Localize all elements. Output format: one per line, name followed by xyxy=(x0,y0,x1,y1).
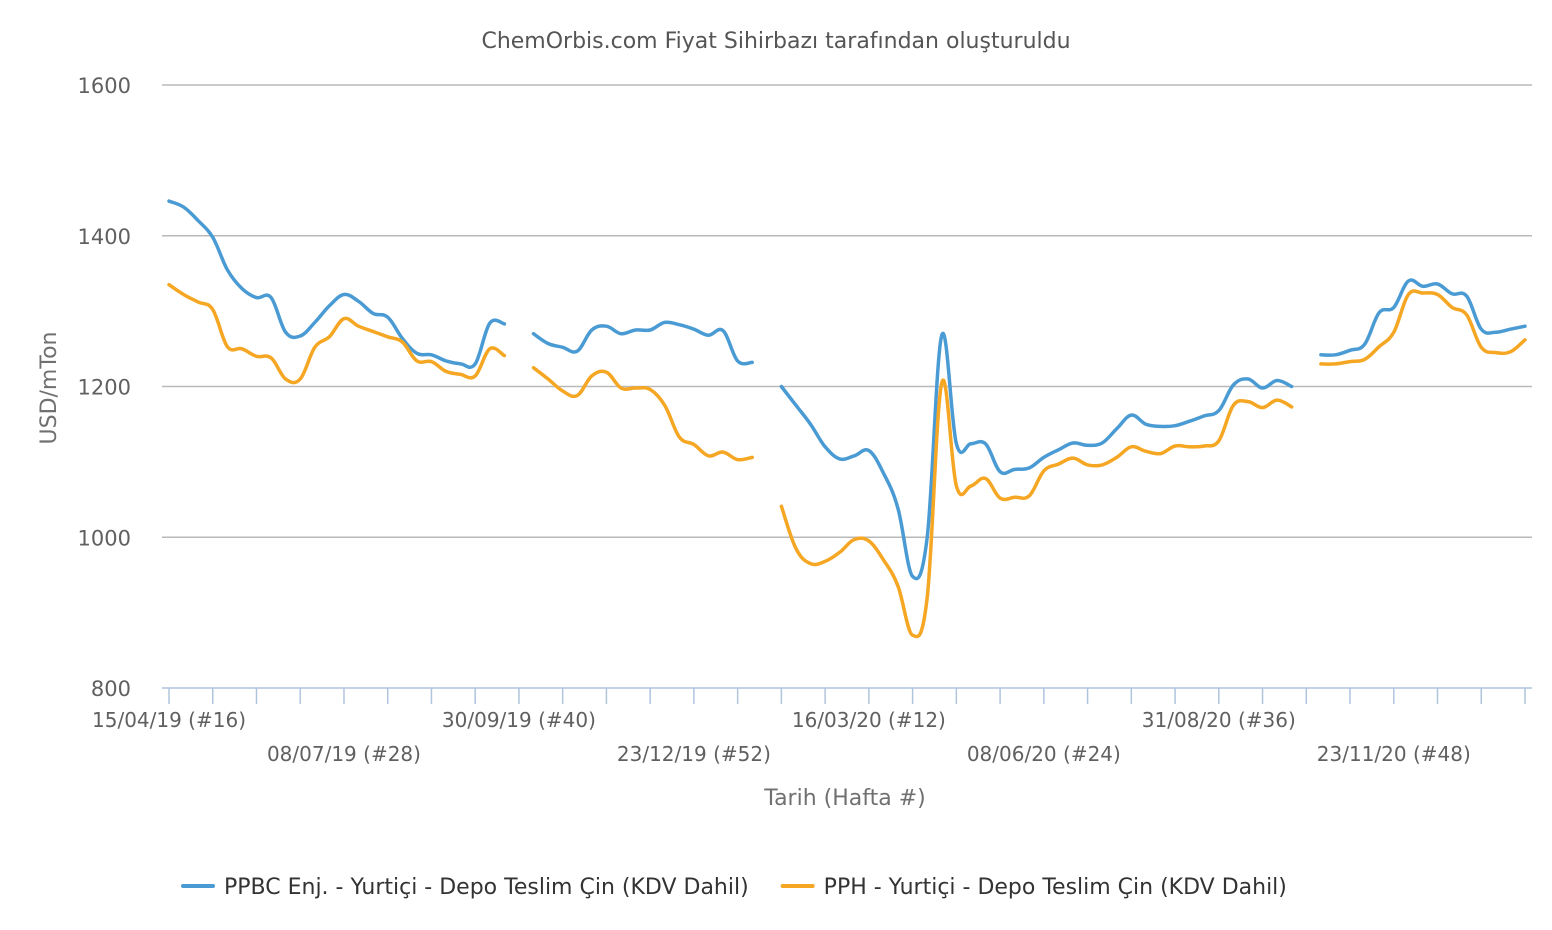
legend-item-2: PPH - Yurtiçi - Depo Teslim Çin (KDV Dah… xyxy=(780,875,1287,900)
grid-lines xyxy=(162,84,1532,538)
series-line-segment xyxy=(1319,278,1527,357)
y-tick-label: 1000 xyxy=(78,526,131,550)
series-line-segment xyxy=(531,320,754,366)
series-line-segment xyxy=(167,199,507,369)
y-axis-ticks: 800 1000 1200 1400 1600 xyxy=(78,74,131,701)
x-tick-label: 23/11/20 (#48) xyxy=(1317,742,1471,766)
x-tick-label: 23/12/19 (#52) xyxy=(617,742,771,766)
x-axis: 15/04/19 (#16) 08/07/19 (#28) 30/09/19 (#4… xyxy=(92,687,1532,766)
series-line-segment xyxy=(1319,289,1527,366)
x-tick-label: 08/07/19 (#28) xyxy=(267,742,421,766)
legend: PPBC Enj. - Yurtiçi - Depo Teslim Çin (K… xyxy=(181,875,1287,900)
series-line-segment xyxy=(779,378,1294,639)
series-line-segment xyxy=(167,282,507,385)
series-1 xyxy=(167,199,1527,581)
y-tick-label: 1600 xyxy=(78,74,131,98)
x-tick-label: 30/09/19 (#40) xyxy=(442,708,596,732)
y-tick-label: 800 xyxy=(91,677,131,701)
x-tick-label: 15/04/19 (#16) xyxy=(92,708,246,732)
x-tick-label: 08/06/20 (#24) xyxy=(967,742,1121,766)
series-line-segment xyxy=(779,331,1294,581)
legend-label: PPH - Yurtiçi - Depo Teslim Çin (KDV Dah… xyxy=(824,875,1287,900)
y-tick-label: 1200 xyxy=(78,376,131,400)
series-lines xyxy=(167,199,1527,639)
x-axis-title: Tarih (Hafta #) xyxy=(763,786,925,811)
x-tick-label: 16/03/20 (#12) xyxy=(792,708,946,732)
legend-label: PPBC Enj. - Yurtiçi - Depo Teslim Çin (K… xyxy=(224,875,749,900)
series-line-segment xyxy=(531,365,754,462)
y-axis-title: USD/mTon xyxy=(37,332,62,445)
legend-item-1: PPBC Enj. - Yurtiçi - Depo Teslim Çin (K… xyxy=(181,875,749,900)
y-tick-label: 1400 xyxy=(78,225,131,249)
x-tick-label: 31/08/20 (#36) xyxy=(1142,708,1296,732)
chart-title: ChemOrbis.com Fiyat Sihirbazı tarafından… xyxy=(481,29,1070,54)
series-2 xyxy=(167,282,1527,639)
